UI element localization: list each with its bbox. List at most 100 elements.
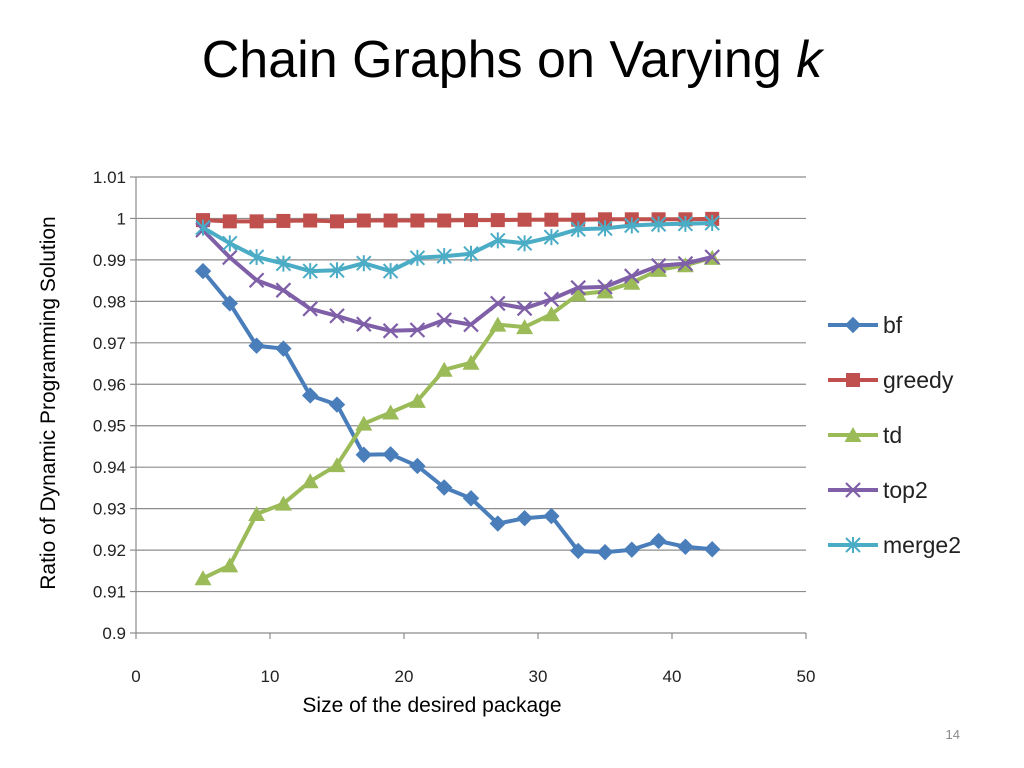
point-greedy [222, 214, 237, 229]
point-top2 [382, 323, 399, 339]
point-merge2 [490, 232, 506, 249]
point-td [382, 404, 400, 420]
legend-label: td [883, 422, 902, 448]
point-top2 [222, 249, 238, 266]
point-td [301, 473, 319, 489]
x-tick-label: 0 [131, 667, 140, 686]
point-td [328, 457, 346, 473]
point-td [623, 274, 641, 290]
point-bf [275, 340, 292, 357]
point-greedy [571, 212, 586, 227]
point-top2 [677, 255, 694, 272]
legend-item-merge2: merge2 [828, 532, 961, 558]
y-tick-label: 0.96 [93, 375, 126, 394]
point-bf [328, 396, 346, 413]
point-merge2 [382, 263, 399, 280]
axes [130, 176, 807, 639]
point-top2 [275, 282, 292, 298]
point-greedy [249, 214, 264, 229]
point-top2 [516, 300, 533, 317]
point-top2 [704, 249, 720, 265]
point-top2 [597, 279, 613, 295]
y-tick-label: 0.94 [93, 458, 126, 477]
point-top2 [543, 291, 560, 308]
legend-swatch-marker [845, 482, 861, 498]
point-merge2 [570, 221, 586, 238]
point-td [542, 306, 560, 322]
point-top2 [409, 322, 426, 338]
point-bf [703, 541, 721, 558]
point-td [516, 319, 534, 335]
point-bf [596, 543, 614, 561]
point-td [274, 495, 292, 511]
slide-title-italic: k [796, 31, 823, 89]
x-tick-labels: 0 10 20 30 40 50 [131, 667, 815, 686]
y-tick-label: 0.93 [93, 500, 126, 519]
y-tick-label: 1.01 [93, 168, 126, 187]
x-tick-label: 30 [529, 667, 548, 686]
point-greedy [490, 213, 505, 228]
point-bf [409, 457, 426, 475]
y-tick-label: 0.99 [93, 251, 126, 270]
series-bf [194, 262, 721, 561]
point-merge2 [704, 215, 720, 232]
y-tick-label: 1 [117, 209, 126, 228]
series-line-td [202, 255, 713, 581]
legend-label: greedy [883, 367, 954, 393]
point-merge2 [409, 249, 426, 266]
point-greedy [383, 213, 398, 228]
point-top2 [436, 312, 452, 328]
point-greedy [517, 212, 532, 227]
point-bf [462, 490, 480, 507]
slide-title-main: Chain Graphs on Varying [201, 31, 797, 89]
point-td [194, 570, 212, 586]
point-merge2 [275, 255, 292, 272]
point-td [489, 316, 507, 332]
point-bf [489, 515, 507, 532]
legend-item-top2: top2 [828, 477, 928, 503]
point-greedy [330, 214, 344, 229]
legend-item-td: td [828, 422, 902, 448]
point-merge2 [302, 263, 318, 280]
point-merge2 [195, 219, 211, 236]
point-bf [623, 541, 641, 558]
point-bf [569, 542, 587, 560]
point-top2 [356, 316, 372, 332]
point-bf [382, 446, 399, 463]
point-bf [650, 532, 667, 550]
series-line-merge2 [201, 221, 713, 274]
point-td [248, 506, 266, 522]
point-top2 [329, 308, 345, 324]
point-greedy [437, 213, 452, 228]
legend-label: merge2 [883, 532, 961, 558]
grid-lines [136, 176, 806, 593]
point-td [650, 261, 668, 277]
y-tick-labels: 0.9 0.91 0.92 0.93 0.94 0.95 0.96 0.97 0.98 0.99 1… [93, 168, 126, 643]
series-td [194, 249, 721, 586]
legend-swatch-marker [846, 373, 860, 387]
point-greedy [598, 212, 612, 227]
series-greedy [196, 211, 720, 229]
point-top2 [570, 279, 586, 296]
point-top2 [490, 295, 506, 312]
point-merge2 [436, 248, 452, 265]
point-merge2 [677, 215, 694, 232]
point-merge2 [516, 235, 533, 252]
point-bf [221, 295, 239, 312]
point-top2 [463, 316, 479, 333]
x-tick-label: 40 [663, 667, 682, 686]
legend-label: bf [883, 312, 903, 338]
point-merge2 [222, 235, 238, 252]
point-greedy [303, 213, 318, 228]
point-bf [677, 538, 694, 555]
point-greedy [410, 213, 425, 228]
point-merge2 [463, 245, 479, 262]
point-merge2 [624, 217, 640, 234]
point-td [435, 361, 453, 377]
point-td [355, 415, 373, 431]
y-tick-label: 0.95 [93, 417, 126, 436]
point-bf [355, 446, 373, 463]
point-top2 [248, 272, 265, 288]
point-bf [194, 262, 212, 280]
